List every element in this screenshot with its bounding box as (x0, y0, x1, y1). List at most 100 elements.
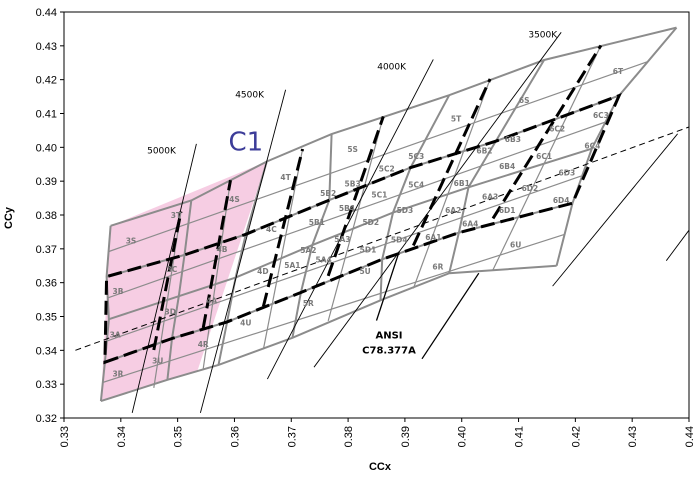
bin-label: 5T (451, 115, 462, 124)
annotation-pointer-line (421, 272, 480, 360)
cct-isotherms: 5000K 4500K 4000K 3500K (131, 31, 690, 414)
bin-label: 6C1 (536, 152, 552, 161)
ansi-quadrangle-outline (103, 92, 622, 365)
bin-subdivision-line (262, 148, 304, 350)
bin-label: 6U (510, 240, 521, 249)
bin-label: 3B (113, 287, 124, 296)
bin-label: 5R (303, 299, 314, 308)
bin-label: 5B4 (339, 204, 355, 213)
y-tick-label: 0.32 (36, 413, 57, 425)
c1-highlight-region (100, 161, 267, 402)
y-tick-label: 0.37 (36, 244, 57, 256)
bin-label: 4R (198, 340, 209, 349)
ansi-quadrangle-divider (152, 211, 183, 351)
bin-subdivision-line (492, 45, 602, 271)
bin-column-line (166, 200, 193, 380)
isotherm-label: 5000K (147, 146, 177, 156)
isotherm-label: 4500K (235, 91, 265, 101)
bin-subdivision-line (108, 61, 648, 253)
x-tick-label: 0.37 (286, 426, 298, 447)
bin-label: 5C3 (408, 152, 424, 161)
bin-label: 6D2 (522, 184, 539, 193)
bin-subdivision-line (202, 180, 232, 369)
bin-label: 5A2 (300, 246, 316, 255)
y-tick-label: 0.41 (36, 109, 57, 121)
bin-label: 3C (167, 265, 178, 274)
x-tick-label: 0.33 (59, 426, 71, 447)
x-tick-label: 0.38 (343, 426, 355, 447)
bin-label: 6C4 (584, 142, 600, 151)
ansi-quadrangles (103, 44, 622, 365)
bin-subdivision-line (107, 175, 582, 342)
y-tick-label: 0.44 (36, 7, 57, 19)
bin-label: 5D3 (397, 206, 414, 215)
bin-label: 5D1 (360, 246, 377, 255)
bin-label: 6D1 (499, 206, 516, 215)
y-tick-label: 0.34 (36, 345, 57, 357)
bin-label: 4S (229, 195, 240, 204)
bin-label: 4A (206, 296, 217, 305)
y-tick-label: 0.35 (36, 312, 57, 324)
bin-label: 5B1 (309, 218, 325, 227)
y-tick-label: 0.38 (36, 210, 57, 222)
bin-label: 4T (280, 173, 291, 182)
bin-label: 6T (613, 67, 624, 76)
isotherm-line (199, 89, 287, 414)
bin-label: 6D3 (559, 169, 576, 178)
y-tick-label: 0.42 (36, 75, 57, 87)
annotations: ANSI C78.377A C1 (228, 128, 480, 360)
bin-label: 4U (240, 318, 251, 327)
x-tick-label: 0.35 (173, 426, 185, 447)
bin-grid (99, 26, 678, 403)
x-tick-label: 0.39 (400, 426, 412, 447)
x-tick-label: 0.36 (229, 426, 241, 447)
isotherm-line (267, 59, 434, 380)
x-tick-label: 0.40 (457, 426, 469, 447)
y-tick-label: 0.36 (36, 278, 57, 290)
bin-label: 6A3 (482, 192, 498, 201)
bin-subdivision-line (412, 78, 491, 289)
bin-labels: 3R 3A 3B 3S 3U 3D 3C 3T 4R 4A 4B 4S 4U 4D 4C 4T 5R 5A15A2… (110, 67, 624, 378)
y-axis-title: CCy (3, 206, 15, 229)
bin-label: 6R (432, 262, 443, 271)
bin-label: 6D4 (553, 196, 570, 205)
ansi-quadrangle-divider (326, 116, 385, 277)
bin-label: 6S (519, 96, 530, 105)
ansi-label: ANSI (375, 330, 402, 341)
c1-label: C1 (228, 128, 263, 158)
bin-column-line (217, 161, 268, 366)
x-tick-label: 0.34 (116, 426, 128, 447)
bin-label: 3U (152, 356, 163, 365)
y-tick-label: 0.43 (36, 41, 57, 53)
bin-label: 3D (165, 307, 176, 316)
bin-label: 4D (257, 267, 268, 276)
x-tick-label: 0.42 (570, 426, 582, 447)
isotherm-label: 4000K (377, 63, 407, 73)
ansi-quadrangle-divider (201, 179, 232, 329)
x-axis-title: CCx (369, 461, 392, 473)
plot-axes: 0.320.33 0.34 0.35 0.36 0.37 0.38 0.39 0.40 0.41… (36, 7, 696, 447)
bin-label: 3S (126, 236, 137, 245)
x-tick-label: 0.43 (627, 426, 639, 447)
bin-column-line (291, 134, 333, 338)
bin-subdivision-line (107, 121, 606, 299)
annotation-pointer-line (375, 251, 400, 321)
isotherm-line (552, 133, 678, 287)
bin-label: 6B2 (476, 147, 492, 156)
bin-subdivision-line (102, 234, 565, 384)
ansi-quadrangle-divider (412, 78, 492, 247)
y-tick-label: 0.40 (36, 142, 57, 154)
bin-label: 6C3 (593, 111, 609, 120)
planckian-locus (75, 126, 690, 351)
isotherm-label: 3500K (528, 31, 558, 41)
c1-region-fill (100, 161, 267, 402)
planckian-locus-line (75, 126, 690, 351)
bin-subdivision-line (327, 116, 384, 322)
bin-label: 6B4 (499, 162, 515, 171)
bin-label: 4B (216, 245, 227, 254)
isotherm-line (313, 32, 562, 368)
bin-label: 5U (359, 267, 370, 276)
bin-label: 6B3 (505, 135, 521, 144)
bin-label: 5S (347, 145, 358, 154)
